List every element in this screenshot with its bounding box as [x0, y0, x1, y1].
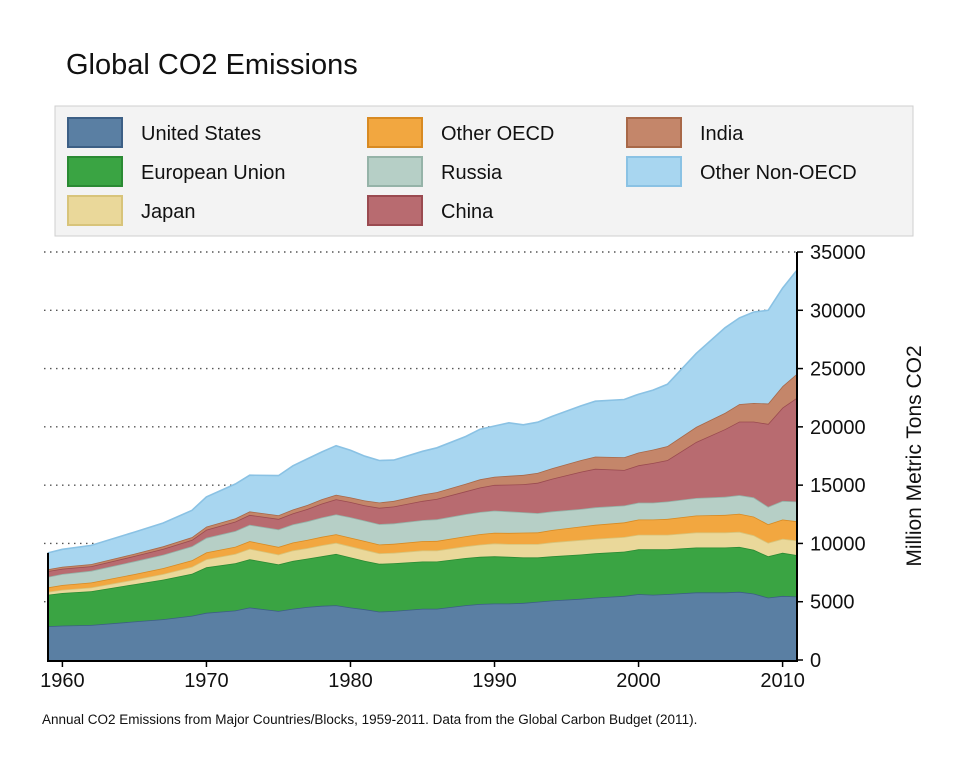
legend-label-china: China [441, 201, 494, 223]
y-tick-label-5000: 5000 [810, 592, 855, 614]
legend-label-other-non-oecd: Other Non-OECD [700, 162, 857, 184]
legend-swatch-united-states [67, 117, 123, 148]
axes [47, 252, 798, 662]
chart-title: Global CO2 Emissions [66, 49, 358, 81]
legend-label-russia: Russia [441, 162, 503, 184]
legend-box [54, 105, 914, 237]
y-axis-ticks: 0 5000 10000 15000 20000 25000 30000 35000 [797, 242, 866, 672]
area-other-non-oecd [48, 270, 797, 570]
legend-swatch-china [367, 195, 423, 226]
legend-label-united-states: United States [141, 123, 261, 145]
x-tick-label-2000: 2000 [616, 670, 661, 692]
y-tick-label-25000: 25000 [810, 359, 866, 381]
legend-swatch-india [626, 117, 682, 148]
area-united-states [48, 591, 797, 660]
area-edge-other-non-oecd [47, 269, 798, 554]
legend-swatch-european-union [67, 156, 123, 187]
legend-swatch-russia [367, 156, 423, 187]
x-axis-ticks: 1960 1970 1980 1990 2000 2010 [40, 661, 805, 692]
y-tick-label-35000: 35000 [810, 242, 866, 264]
area-other-oecd [48, 513, 797, 592]
legend-label-japan: Japan [141, 201, 196, 223]
x-tick-label-1960: 1960 [40, 670, 85, 692]
legend-label-india: India [700, 123, 744, 145]
y-axis-label: Million Metric Tons CO2 [903, 345, 926, 566]
area-japan [48, 531, 797, 595]
legend-label-european-union: European Union [141, 162, 286, 184]
y-tick-label-15000: 15000 [810, 475, 866, 497]
area-russia [48, 495, 797, 588]
legend-swatch-japan [67, 195, 123, 226]
legend-swatch-other-non-oecd [626, 156, 682, 187]
chart-caption: Annual CO2 Emissions from Major Countrie… [42, 712, 697, 727]
x-tick-label-1980: 1980 [328, 670, 373, 692]
x-tick-label-2010: 2010 [760, 670, 805, 692]
legend-swatch-other-oecd [367, 117, 423, 148]
legend-label-other-oecd: Other OECD [441, 123, 554, 145]
y-tick-label-10000: 10000 [810, 533, 866, 555]
y-tick-label-30000: 30000 [810, 300, 866, 322]
x-tick-label-1990: 1990 [472, 670, 517, 692]
y-tick-label-0: 0 [810, 650, 821, 672]
x-tick-label-1970: 1970 [184, 670, 229, 692]
area-european-union [48, 546, 797, 627]
stacked-areas [47, 269, 798, 660]
y-tick-label-20000: 20000 [810, 417, 866, 439]
legend: United States European Union Japan Other OE… [67, 117, 857, 226]
